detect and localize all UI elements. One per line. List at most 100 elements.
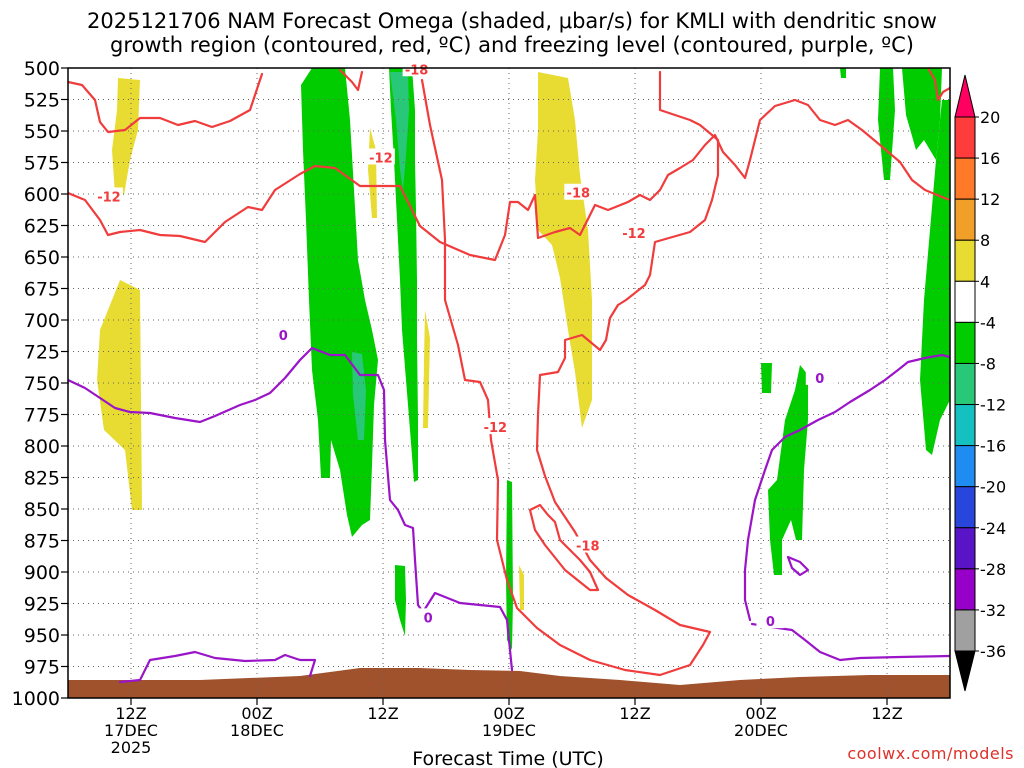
contour-label-text: -18 [576,540,600,555]
colorbar-label: 16 [980,149,1000,168]
x-tick-label: 00Z [493,704,524,723]
colorbar: 20 16 12 8 4 -4 -8 -12 -16 -20 -24 -28 -32 -36 [954,74,1006,692]
y-tick-label: 925 [24,594,60,616]
y-axis: 500 525 550 575 600 625 650 675 700 725 750 775 800 8… [12,58,68,710]
contour-label: 0 [756,612,785,630]
contour-label: -18 [402,60,431,78]
omega-region-negative [920,100,950,455]
contour-label: -12 [481,418,510,436]
colorbar-segment [954,486,976,529]
x-tick-label: 12Z [619,704,650,723]
contour-label: 0 [805,368,834,387]
contour-label-text: 0 [424,611,433,626]
omega-region-negative [506,480,513,650]
y-tick-label: 800 [24,436,60,458]
x-tick-label: 17DEC [104,721,158,740]
omega-region-positive [97,280,142,510]
colorbar-segment [954,568,976,611]
y-tick-label: 625 [24,216,60,238]
colorbar-label: -8 [980,354,996,373]
contour-label-text: -18 [405,63,429,78]
contour-label-text: -12 [622,227,646,242]
colorbar-top-arrow [954,74,976,118]
x-tick-label: 2025 [111,738,152,757]
colorbar-segment [954,609,976,652]
y-tick-label: 750 [24,373,60,395]
freezing-level-line [118,650,317,684]
y-tick-label: 700 [24,310,60,332]
omega-region-negative [301,68,378,537]
colorbar-label: 8 [980,231,990,250]
y-tick-label: 575 [24,153,60,175]
contour-label: -12 [619,224,648,242]
contour-label: -12 [366,148,395,166]
dendritic-contour-line [528,503,600,592]
chart-title-line1: 2025121706 NAM Forecast Omega (shaded, μ… [87,9,937,33]
colorbar-segment [954,157,976,200]
colorbar-segment [954,527,976,570]
colorbar-label: -4 [980,313,996,332]
colorbar-segment [954,280,976,323]
colorbar-segment [954,445,976,488]
contour-label-text: 0 [766,615,775,630]
freezing-level-line [750,622,950,662]
x-tick-label: 00Z [241,704,272,723]
colorbar-bottom-arrow [954,650,976,692]
contour-label: -18 [573,536,602,555]
contour-label-text: -12 [484,421,508,436]
colorbar-label: -36 [980,642,1006,661]
colorbar-label: 4 [980,272,990,291]
contour-label: -12 [94,187,123,206]
omega-region-negative [761,363,772,393]
colorbar-segment [954,116,976,159]
y-tick-label: 950 [24,625,60,647]
freezing-level-line [743,353,950,622]
omega-region-negative [395,565,406,636]
omega-region-positive [423,310,430,428]
contour-label-text: -12 [369,151,393,166]
y-tick-label: 500 [24,58,60,80]
colorbar-segment [954,198,976,241]
contour-label: 0 [269,326,298,344]
colorbar-segment [954,321,976,364]
y-tick-label: 550 [24,121,60,143]
y-tick-label: 900 [24,562,60,584]
y-tick-label: 775 [24,405,60,427]
colorbar-label: -24 [980,519,1006,538]
watermark: coolwx.com/models [847,744,1014,763]
omega-region-negative [768,365,808,575]
colorbar-segment [954,404,976,447]
x-tick-label: 19DEC [482,721,536,740]
x-tick-label: 12Z [367,704,398,723]
omega-region-positive [368,128,377,218]
y-tick-label: 850 [24,499,60,521]
x-tick-label: 18DEC [230,721,284,740]
colorbar-label: -16 [980,437,1006,456]
x-tick-label: 20DEC [734,721,788,740]
y-tick-label: 600 [24,184,60,206]
omega-region-negative [840,68,846,78]
colorbar-label: 12 [980,190,1000,209]
colorbar-label: -20 [980,478,1006,497]
y-tick-label: 975 [24,657,60,679]
contour-label-text: 0 [815,372,824,387]
dendritic-contour-line [68,72,264,134]
colorbar-segment [954,362,976,406]
x-tick-label: 12Z [871,704,902,723]
y-tick-label: 875 [24,531,60,553]
x-tick-label: 12Z [115,704,146,723]
contour-label: 0 [414,608,443,626]
x-tick-label: 00Z [745,704,776,723]
contour-label-text: -18 [567,187,591,202]
colorbar-label: 20 [980,108,1000,127]
dendritic-contour-line [68,98,950,262]
y-tick-label: 675 [24,279,60,301]
y-tick-label: 825 [24,468,60,490]
contour-label: -18 [564,183,593,202]
y-tick-label: 525 [24,90,60,112]
contour-label-text: -12 [97,191,121,206]
chart-title-line2: growth region (contoured, red, ºC) and f… [110,33,914,57]
colorbar-label: -32 [980,601,1006,620]
